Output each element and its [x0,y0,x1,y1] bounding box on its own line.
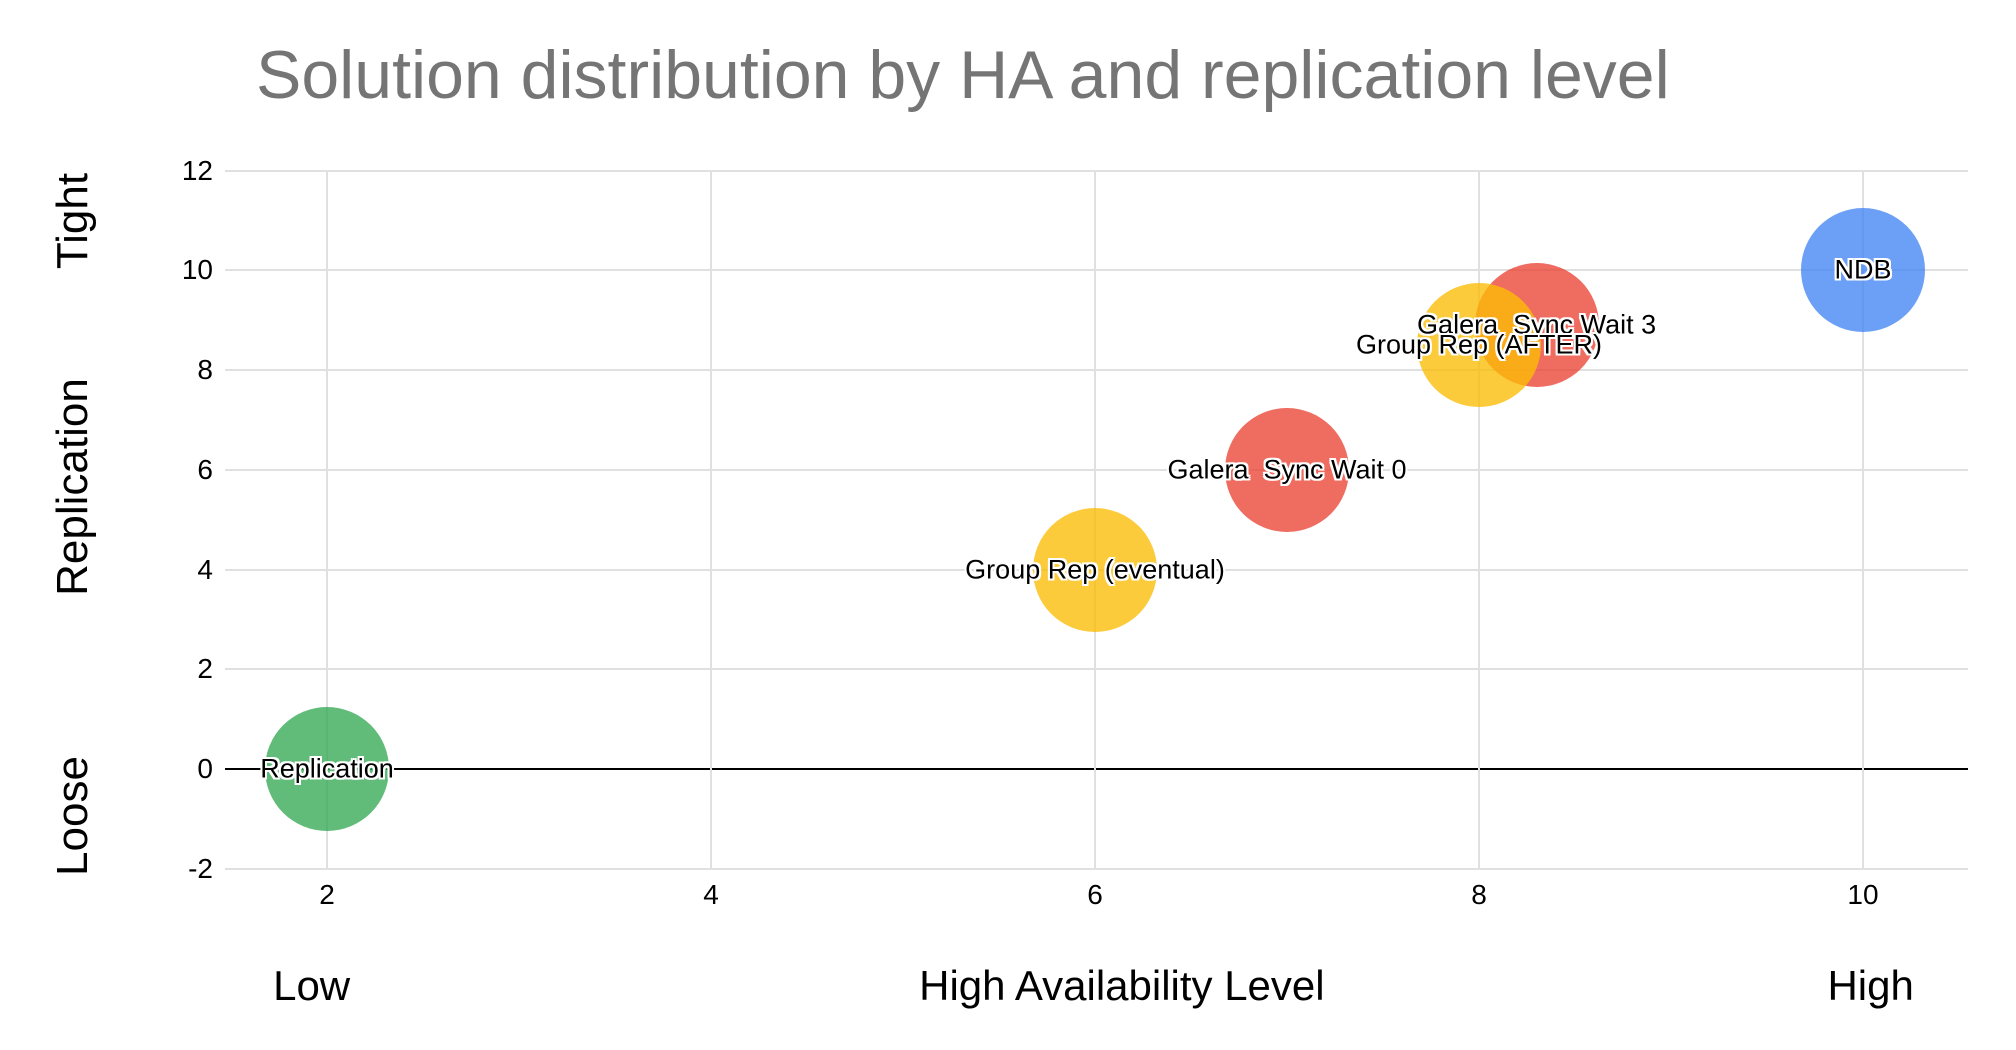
data-point-bubble-red[interactable] [1225,407,1349,532]
y-tick-label: 2 [197,653,213,685]
gridline-horizontal [225,169,1968,172]
data-point-bubble-yellow[interactable] [1417,283,1541,408]
x-tick-label: 4 [703,879,719,910]
y-tick-label: 10 [181,254,213,286]
data-point-bubble-blue[interactable] [1801,208,1925,333]
data-point-bubble-green[interactable] [265,707,389,831]
gridline-horizontal [225,269,1968,272]
data-point-label: Group Rep (AFTER) [1355,329,1603,360]
x-tick-label: 6 [1087,879,1103,910]
y-axis-zone-label: Tight [48,172,97,269]
gridline-vertical [1862,171,1864,868]
y-tick-label: -2 [188,852,213,884]
y-axis-zone-label: Replication [48,378,97,597]
x-axis-title: High Availability Level [919,962,1325,1009]
x-axis-end-label: Low [273,962,351,1009]
data-point-label: Group Rep (eventual) [965,554,1225,585]
x-tick-label: 10 [1847,879,1879,910]
y-tick-label: 12 [181,154,213,186]
gridline-horizontal [225,867,1968,870]
chart-title: Solution distribution by HA and replicat… [256,37,1670,113]
data-point-label: NDB [1834,254,1892,285]
y-tick-label: 4 [197,553,213,585]
gridline-vertical [326,171,328,868]
data-point-label: Replication [260,753,394,784]
x-axis-zero-line [225,768,1968,770]
gridline-horizontal [225,369,1968,372]
x-axis-end-label: High [1827,962,1914,1009]
gridline-vertical [1478,171,1480,868]
x-tick-label: 8 [1471,879,1487,910]
y-tick-label: 6 [197,453,213,485]
y-axis-zone-label: Loose [48,756,97,877]
data-point-label: Galera Sync Wait 3 [1417,309,1657,340]
data-point-bubble-yellow[interactable] [1033,507,1157,632]
gridline-horizontal [225,668,1968,671]
x-tick-label: 2 [319,879,335,910]
gridline-horizontal [225,468,1968,471]
y-tick-label: 8 [197,354,213,386]
y-tick-label: 0 [197,753,213,784]
data-point-label: Galera Sync Wait 0 [1167,454,1407,485]
gridline-vertical [710,171,712,868]
